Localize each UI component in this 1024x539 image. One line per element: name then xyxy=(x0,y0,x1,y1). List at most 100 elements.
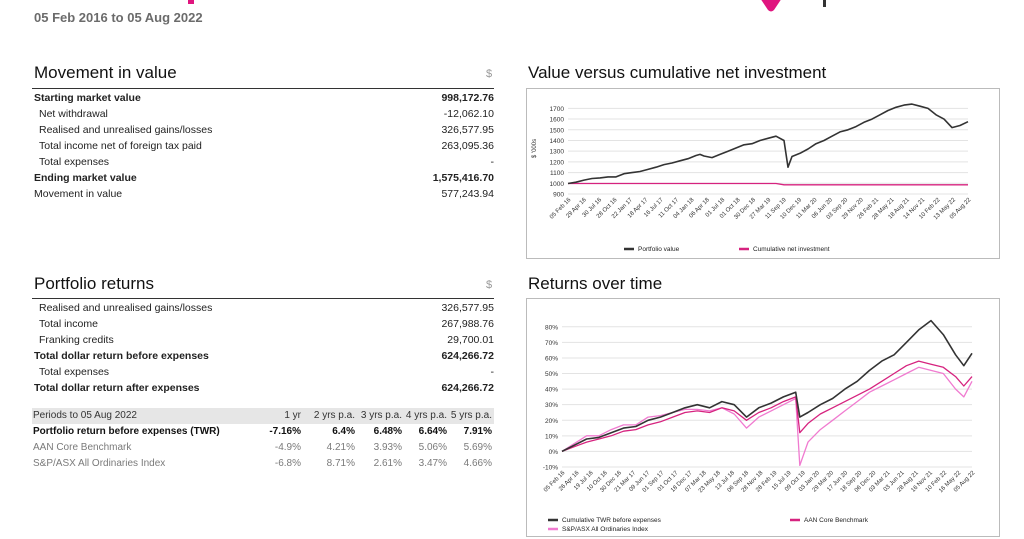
y-tick-label: 50% xyxy=(545,371,558,378)
periods-row-value: 6.48% xyxy=(373,426,402,437)
movement-row: Movement in value 577,243.94 xyxy=(34,186,494,202)
series-line xyxy=(561,319,973,453)
periods-header-cell: 1 yr xyxy=(284,410,301,421)
returns-value: 624,266.72 xyxy=(441,382,494,394)
movement-currency: $ xyxy=(486,68,493,80)
movement-label: Total income net of foreign tax paid xyxy=(39,140,202,152)
returns-value: 267,988.76 xyxy=(441,318,494,330)
returns-row: Realised and unrealised gains/losses 326,… xyxy=(34,300,494,316)
periods-row: S&P/ASX All Ordinaries Index -6.8% 8.71% 2.… xyxy=(32,456,494,472)
movement-table: Starting market value 998,172.76 Net withd… xyxy=(34,90,494,202)
y-tick-label: 1500 xyxy=(550,127,565,134)
returns-row: Franking credits 29,700.01 xyxy=(34,332,494,348)
series-line xyxy=(561,360,973,453)
y-tick-label: 1200 xyxy=(550,159,565,166)
periods-row-value: 4.66% xyxy=(463,458,492,469)
periods-row-value: -4.9% xyxy=(274,442,301,453)
periods-row-value: 4.21% xyxy=(326,442,355,453)
y-tick-label: 30% xyxy=(545,402,558,409)
logo-bar-icon xyxy=(823,0,826,7)
y-tick-label: 10% xyxy=(545,433,558,440)
periods-row-label: AAN Core Benchmark xyxy=(33,442,132,453)
returns-table: Realised and unrealised gains/losses 326,… xyxy=(34,300,494,396)
periods-row: Portfolio return before expenses (TWR) -7… xyxy=(32,424,494,440)
chart1-title: Value versus cumulative net investment xyxy=(528,63,827,82)
periods-row-label: S&P/ASX All Ordinaries Index xyxy=(33,458,166,469)
y-tick-label: 80% xyxy=(545,324,558,331)
y-tick-label: 1100 xyxy=(550,170,564,177)
series-line xyxy=(567,103,969,185)
legend-label: S&P/ASX All Ordinaries Index xyxy=(562,526,649,533)
movement-row: Ending market value 1,575,416.70 xyxy=(34,170,494,186)
movement-value: 998,172.76 xyxy=(441,92,494,104)
periods-row-value: 2.61% xyxy=(373,458,402,469)
y-tick-label: 1300 xyxy=(550,149,565,156)
returns-row: Total income 267,988.76 xyxy=(34,316,494,332)
returns-label: Total dollar return before expenses xyxy=(34,350,209,362)
returns-label: Realised and unrealised gains/losses xyxy=(39,302,213,314)
returns-label: Franking credits xyxy=(39,334,114,346)
y-tick-label: 1000 xyxy=(550,181,565,188)
movement-label: Starting market value xyxy=(34,92,141,104)
y-tick-label: 60% xyxy=(545,355,558,362)
y-tick-label: 900 xyxy=(553,192,564,199)
returns-row: Total expenses - xyxy=(34,364,494,380)
periods-header-cell: 3 yrs p.a. xyxy=(360,410,402,421)
periods-header-cell: 2 yrs p.a. xyxy=(313,410,355,421)
movement-label: Net withdrawal xyxy=(39,108,108,120)
movement-value: 263,095.36 xyxy=(441,140,494,152)
value-chart: 900 1000 1100 1200 1300 1400 1500 1600 1700 $ '00… xyxy=(526,88,1000,259)
movement-row: Net withdrawal -12,062.10 xyxy=(34,106,494,122)
periods-header-cell: 5 yrs p.a. xyxy=(450,410,492,421)
legend-label: Cumulative TWR before expenses xyxy=(562,517,662,524)
returns-label: Total income xyxy=(39,318,98,330)
y-tick-label: 0% xyxy=(549,449,559,456)
movement-value: 326,577.95 xyxy=(441,124,494,136)
periods-row-value: -6.8% xyxy=(274,458,301,469)
periods-row-value: -7.16% xyxy=(269,426,301,437)
legend-label: AAN Core Benchmark xyxy=(804,517,869,524)
periods-header-cell: 4 yrs p.a. xyxy=(405,410,447,421)
y-axis-label: $ '000s xyxy=(532,139,538,158)
movement-label: Total expenses xyxy=(39,156,110,168)
chart-frame xyxy=(526,298,1000,537)
periods-row-value: 7.91% xyxy=(463,426,492,437)
y-tick-label: 70% xyxy=(545,340,558,347)
legend-label: Cumulative net investment xyxy=(753,246,830,253)
returns-label: Total dollar return after expenses xyxy=(34,382,200,394)
periods-row-value: 5.69% xyxy=(463,442,492,453)
series-line xyxy=(561,366,973,467)
returns-value: - xyxy=(490,366,495,378)
periods-row-value: 8.71% xyxy=(326,458,355,469)
legend-label: Portfolio value xyxy=(638,246,680,253)
movement-row: Realised and unrealised gains/losses 326,… xyxy=(34,122,494,138)
returns-value: 624,266.72 xyxy=(441,350,494,362)
movement-row: Total expenses - xyxy=(34,154,494,170)
movement-row: Total income net of foreign tax paid 263,… xyxy=(34,138,494,154)
movement-value: 1,575,416.70 xyxy=(432,172,494,184)
returns-value: 29,700.01 xyxy=(447,334,494,346)
brand-accent xyxy=(188,0,194,4)
periods-row-label: Portfolio return before expenses (TWR) xyxy=(33,426,220,437)
movement-value: - xyxy=(490,156,495,168)
movement-row: Starting market value 998,172.76 xyxy=(34,90,494,106)
movement-rule xyxy=(32,88,494,89)
movement-value: 577,243.94 xyxy=(441,188,494,200)
movement-label: Movement in value xyxy=(34,188,123,200)
returns-currency: $ xyxy=(486,279,493,291)
y-tick-label: 40% xyxy=(545,387,558,394)
y-tick-label: -10% xyxy=(543,465,558,472)
movement-title: Movement in value xyxy=(34,63,177,82)
periods-row-value: 3.93% xyxy=(373,442,402,453)
periods-row-value: 3.47% xyxy=(418,458,447,469)
returns-row: Total dollar return before expenses 624,2… xyxy=(34,348,494,364)
chart2-title: Returns over time xyxy=(528,274,663,293)
periods-row-value: 5.06% xyxy=(418,442,447,453)
returns-title: Portfolio returns xyxy=(34,274,154,293)
periods-row-value: 6.64% xyxy=(418,426,447,437)
periods-table: Periods to 05 Aug 2022 1 yr 2 yrs p.a. 3 yr… xyxy=(32,408,494,472)
logo-icon xyxy=(761,0,781,12)
movement-label: Realised and unrealised gains/losses xyxy=(39,124,213,136)
returns-label: Total expenses xyxy=(39,366,110,378)
periods-row: AAN Core Benchmark -4.9% 4.21% 3.93% 5.06% 5.… xyxy=(32,440,494,456)
